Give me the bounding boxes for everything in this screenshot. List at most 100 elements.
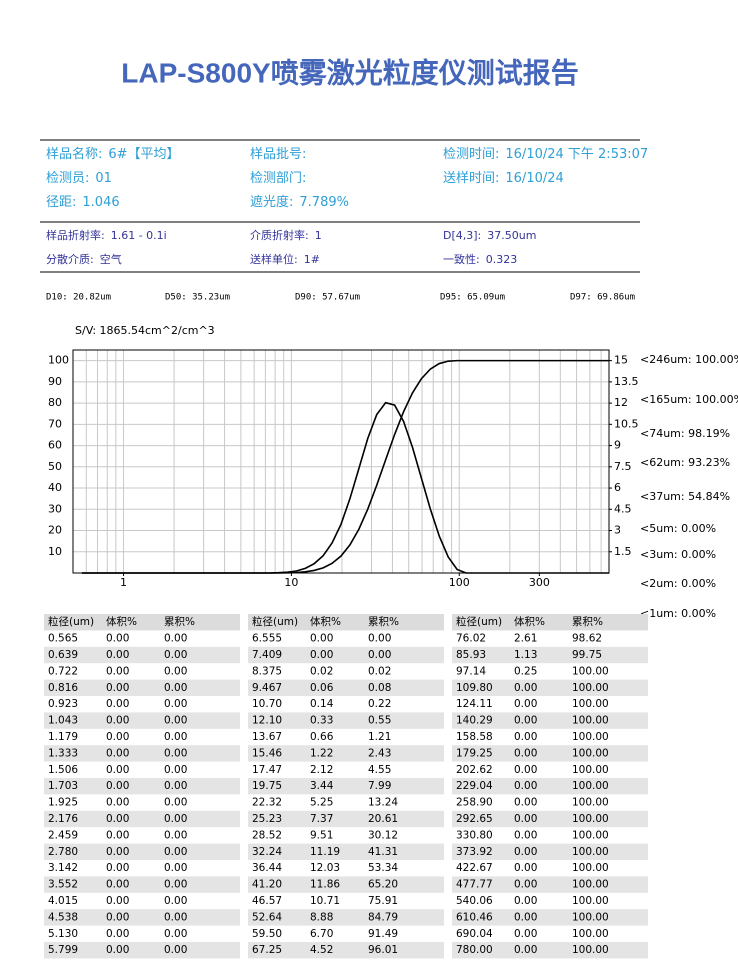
size-annotation: <165um: 100.00% <box>640 393 738 406</box>
table-cell: 2.780 <box>48 846 78 858</box>
table-cell: 3.142 <box>48 862 78 874</box>
size-annotation: <62um: 93.23% <box>640 456 730 469</box>
table-cell: 1.703 <box>48 780 78 792</box>
table-cell: 1.13 <box>514 649 537 661</box>
table-row-bg <box>248 712 444 729</box>
table-cell: 46.57 <box>252 895 282 907</box>
info-field: 送样时间: 16/10/24 <box>443 171 564 186</box>
table-header-bg <box>452 614 648 631</box>
table-cell: 59.50 <box>252 928 282 940</box>
field-label: 遮光度: <box>250 194 293 210</box>
table-cell: 3.44 <box>310 780 334 792</box>
table-cell: 30.12 <box>368 829 398 841</box>
table-row-bg <box>452 942 648 959</box>
y2-tick-label: 12 <box>614 396 628 409</box>
table-cell: 0.722 <box>48 665 78 677</box>
table-cell: 2.176 <box>48 813 78 825</box>
field-label: 送样时间: <box>443 171 499 186</box>
table-cell: 1.21 <box>368 731 391 743</box>
y-tick-label: 60 <box>48 439 62 452</box>
table-cell: 0.00 <box>164 862 187 874</box>
table-cell: 0.25 <box>514 665 537 677</box>
table-cell: 0.00 <box>514 879 537 891</box>
table-cell: 19.75 <box>252 780 282 792</box>
table-cell: 0.639 <box>48 649 78 661</box>
table-cell: 0.00 <box>106 797 129 809</box>
table-header: 粒径(um) <box>456 615 502 628</box>
table-cell: 100.00 <box>572 731 609 743</box>
field-label: 样品批号: <box>250 147 306 162</box>
table-cell: 20.61 <box>368 813 398 825</box>
y-tick-label: 20 <box>48 524 62 537</box>
y2-tick-label: 9 <box>614 439 621 452</box>
table-cell: 0.00 <box>310 649 333 661</box>
table-cell: 140.29 <box>456 715 493 727</box>
table-row-bg <box>452 712 648 729</box>
table-header: 累积% <box>164 616 195 628</box>
params-field: 分散介质: 空气 <box>46 252 122 266</box>
field-value: 1 <box>315 229 322 242</box>
y2-tick-label: 15 <box>614 354 628 367</box>
info-field: 样品批号: <box>250 147 306 162</box>
field-value: 01 <box>95 171 112 186</box>
table-cell: 5.130 <box>48 928 78 940</box>
table-cell: 0.00 <box>106 829 129 841</box>
table-cell: 13.24 <box>368 797 398 809</box>
table-cell: 0.00 <box>514 895 537 907</box>
table-cell: 477.77 <box>456 879 493 891</box>
table-cell: 0.06 <box>310 682 334 694</box>
table-row-bg <box>44 778 240 795</box>
field-label: 分散介质: <box>46 252 94 266</box>
table-cell: 0.00 <box>106 944 129 956</box>
table-cell: 0.00 <box>106 682 129 694</box>
table-row-bg <box>44 942 240 959</box>
table-cell: 0.00 <box>164 682 187 694</box>
table-row-bg <box>44 745 240 762</box>
table-cell: 1.043 <box>48 715 78 727</box>
table-cell: 10.70 <box>252 698 282 710</box>
table-cell: 0.00 <box>514 747 537 759</box>
field-label: 一致性: <box>443 252 480 266</box>
table-cell: 0.00 <box>106 747 129 759</box>
table-cell: 65.20 <box>368 879 398 891</box>
table-cell: 100.00 <box>572 829 609 841</box>
table-row-bg <box>248 810 444 828</box>
table-cell: 1.333 <box>48 747 78 759</box>
table-row-bg <box>452 745 648 762</box>
table-cell: 98.62 <box>572 633 602 645</box>
table-cell: 0.00 <box>164 747 187 759</box>
info-field: 检测员: 01 <box>46 171 112 186</box>
size-annotation: <37um: 54.84% <box>640 490 730 503</box>
table-cell: 67.25 <box>252 944 282 956</box>
table-cell: 2.459 <box>48 829 78 841</box>
table-cell: 0.00 <box>164 698 187 710</box>
params-field: 送样单位: 1# <box>250 252 320 266</box>
table-cell: 0.00 <box>164 633 187 645</box>
field-value: 1# <box>304 253 320 266</box>
table-cell: 100.00 <box>572 764 609 776</box>
table-cell: 0.00 <box>106 715 129 727</box>
table-cell: 2.61 <box>514 633 537 645</box>
table-cell: 6.555 <box>252 633 282 645</box>
table-row-bg <box>248 876 444 893</box>
table-cell: 7.99 <box>368 780 391 792</box>
field-label: 径距: <box>46 195 76 210</box>
info-field: 检测时间: 16/10/24 下午 2:53:07 <box>443 147 648 162</box>
params-field: 一致性: 0.323 <box>443 252 517 266</box>
table-cell: 9.467 <box>252 682 282 694</box>
table-cell: 91.49 <box>368 928 398 940</box>
table-cell: 0.33 <box>310 715 333 727</box>
table-cell: 0.00 <box>106 665 129 677</box>
table-header: 累积% <box>572 616 603 628</box>
table-row-bg <box>248 909 444 926</box>
table-cell: 12.10 <box>252 715 282 727</box>
size-annotation: <74um: 98.19% <box>640 427 730 440</box>
table-cell: 0.00 <box>106 633 129 645</box>
table-cell: 0.08 <box>368 682 391 694</box>
table-cell: 292.65 <box>456 813 493 825</box>
table-cell: 2.43 <box>368 747 391 759</box>
table-cell: 5.799 <box>48 944 78 956</box>
table-cell: 0.00 <box>368 633 391 645</box>
table-header: 累积% <box>368 616 399 628</box>
table-cell: 99.75 <box>572 649 602 661</box>
